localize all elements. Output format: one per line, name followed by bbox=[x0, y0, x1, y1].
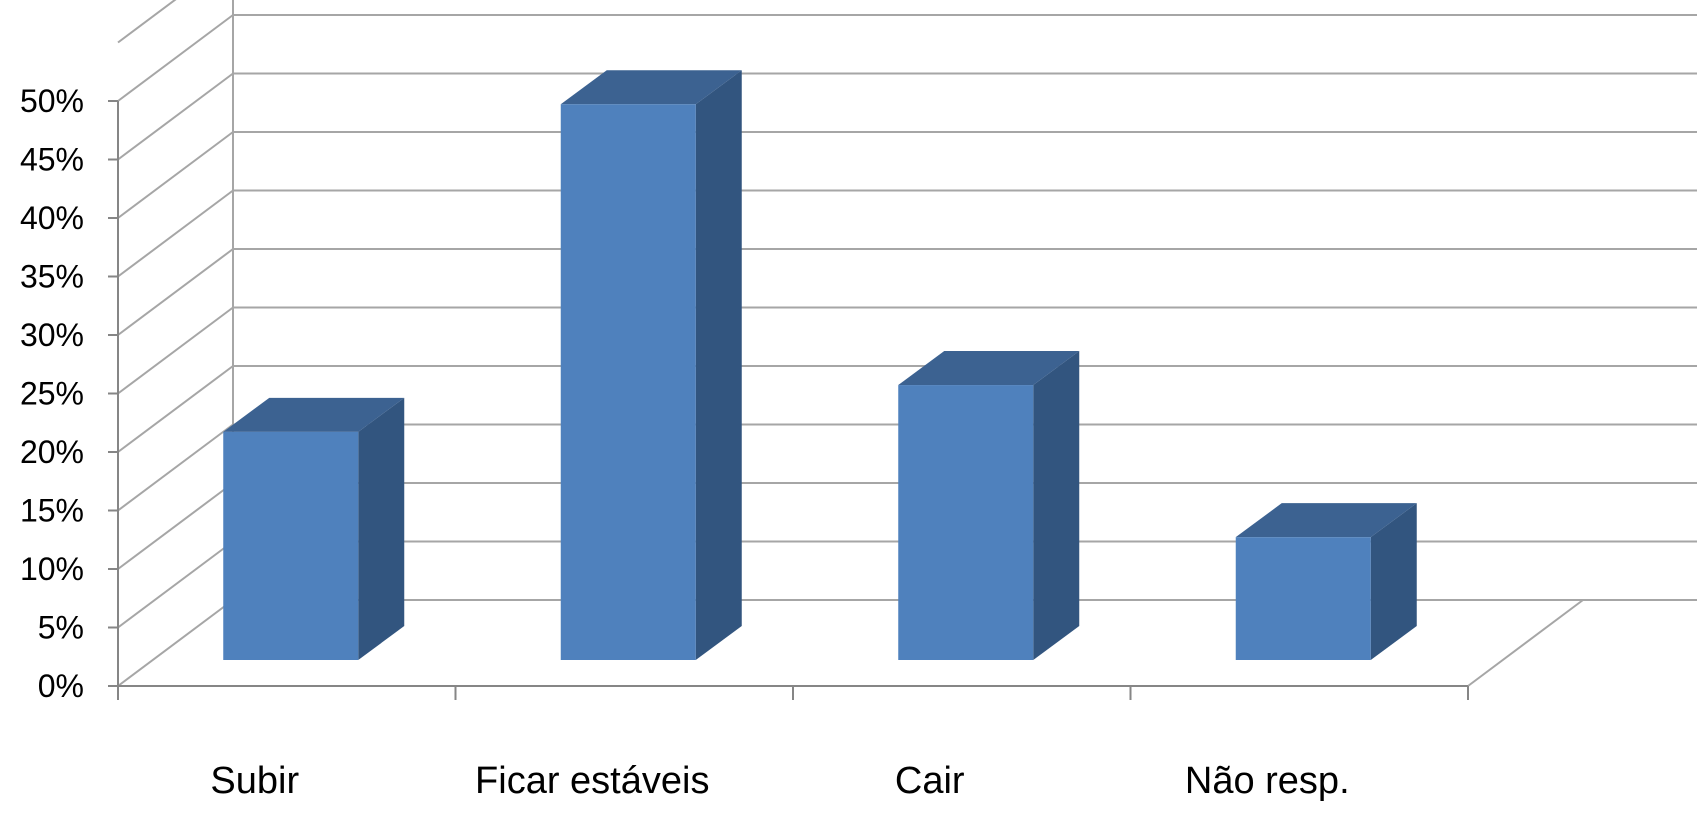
gridline-side bbox=[117, 540, 234, 629]
gridline-side bbox=[117, 14, 234, 102]
y-tick-label: 35% bbox=[20, 259, 84, 295]
bar bbox=[898, 351, 1080, 660]
y-tick-label: 25% bbox=[20, 376, 84, 412]
bar-front bbox=[223, 431, 359, 660]
bar-side bbox=[1370, 503, 1417, 660]
bar-top bbox=[1235, 503, 1417, 538]
gridline-side bbox=[117, 599, 234, 687]
gridline-side bbox=[117, 482, 234, 570]
bar bbox=[560, 70, 742, 660]
gridline-side bbox=[117, 189, 234, 278]
x-tick-label: Cair bbox=[895, 760, 965, 802]
gridline-side bbox=[117, 365, 234, 453]
y-tick-label: 40% bbox=[20, 200, 84, 236]
y-tick-label: 10% bbox=[20, 551, 84, 587]
x-tick-label: Não resp. bbox=[1185, 760, 1350, 802]
gridline-side bbox=[117, 248, 234, 336]
bar-top bbox=[560, 70, 742, 105]
gridline-side bbox=[117, 72, 234, 161]
bars bbox=[223, 70, 1417, 660]
gridline-side bbox=[117, 306, 234, 395]
y-tick-label: 45% bbox=[20, 142, 84, 178]
bar bbox=[1235, 503, 1417, 660]
gridline-side bbox=[117, 131, 234, 219]
y-tick-labels: 0% 5% 10% 15% 20% 25% 30% 35% 40% 45% 50% bbox=[20, 83, 84, 704]
axes bbox=[108, 100, 1469, 700]
y-tick-label: 30% bbox=[20, 317, 84, 353]
y-tick-label: 50% bbox=[20, 83, 84, 119]
gridline-side bbox=[117, 423, 234, 512]
bar-side bbox=[1033, 351, 1080, 660]
bar-side bbox=[358, 397, 405, 660]
bar-side bbox=[695, 70, 742, 660]
floor-edge bbox=[1467, 599, 1584, 687]
x-tick-labels: Subir Ficar estáveis Cair Não resp. bbox=[210, 760, 1349, 802]
bar-top bbox=[898, 351, 1080, 386]
y-tick-label: 5% bbox=[38, 610, 84, 646]
gridline-side bbox=[117, 0, 177, 44]
bar-front bbox=[898, 385, 1034, 660]
y-tick-label: 20% bbox=[20, 434, 84, 470]
x-tick-label: Ficar estáveis bbox=[475, 760, 709, 802]
x-tick-label: Subir bbox=[210, 760, 299, 802]
y-tick-label: 15% bbox=[20, 493, 84, 529]
bar-front bbox=[1235, 537, 1371, 660]
bar-top bbox=[223, 397, 405, 432]
y-tick-label: 0% bbox=[38, 668, 84, 704]
bar bbox=[223, 397, 405, 660]
bar-front bbox=[560, 104, 696, 660]
